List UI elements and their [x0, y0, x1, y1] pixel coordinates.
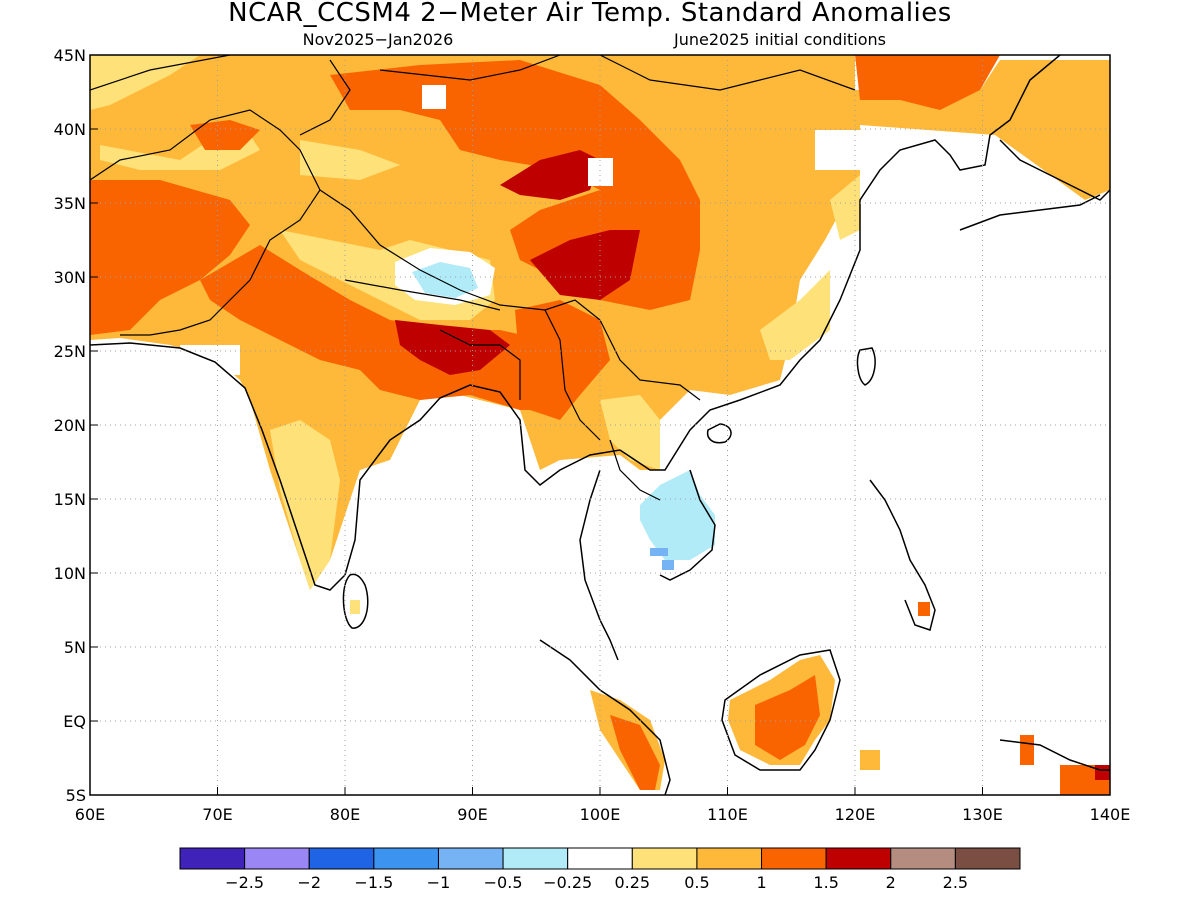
colorbar-label: −1.5: [354, 873, 393, 892]
lat-tick-label: 30N: [54, 268, 86, 287]
colorbar-label: 2: [886, 873, 896, 892]
lat-tick-label: 35N: [54, 194, 86, 213]
colorbar-swatch: [825, 847, 892, 870]
latitude-axis: 45N 40N 35N 30N 25N 20N 15N 10N 5N EQ 5S: [54, 46, 98, 805]
colorbar-swatch: [890, 847, 956, 870]
lat-tick-label: 5N: [64, 638, 86, 657]
colorbar-swatch: [567, 847, 633, 870]
lat-tick-label: 45N: [54, 46, 86, 65]
subtitle-initial-conditions: June2025 initial conditions: [673, 30, 886, 49]
lon-tick-label: 120E: [835, 805, 876, 824]
lat-tick-label: EQ: [63, 712, 86, 731]
colorbar-swatch: [308, 847, 375, 870]
colorbar-label: 1.5: [813, 873, 838, 892]
borders: [90, 55, 856, 501]
lon-tick-label: 90E: [457, 805, 487, 824]
lat-tick-label: 15N: [54, 490, 86, 509]
lat-tick-label: 20N: [54, 416, 86, 435]
lat-tick-label: 10N: [54, 564, 86, 583]
colorbar-swatch: [631, 847, 698, 870]
colorbar-label: −2.5: [225, 873, 264, 892]
gridlines: [90, 55, 1110, 795]
map-panel: [90, 55, 1110, 795]
longitude-axis: 60E 70E 80E 90E 100E 110E 120E 130E 140E: [75, 787, 1131, 824]
lon-tick-label: 70E: [202, 805, 232, 824]
subtitle-period: Nov2025−Jan2026: [303, 30, 454, 49]
colorbar-label: −2: [297, 873, 321, 892]
lon-tick-label: 140E: [1090, 805, 1131, 824]
colorbar-swatch: [954, 847, 1021, 870]
colorbar: −2.5 −2 −1.5 −1 −0.5 −0.25 0.25 0.5 1 1.5 2 2.5: [179, 847, 1021, 892]
lon-tick-label: 100E: [580, 805, 621, 824]
colorbar-swatch: [761, 847, 827, 870]
colorbar-swatch: [502, 847, 569, 870]
colorbar-label: 1: [756, 873, 766, 892]
lat-tick-label: 5S: [66, 786, 86, 805]
lat-tick-label: 25N: [54, 342, 86, 361]
colorbar-label: −0.25: [543, 873, 592, 892]
colorbar-swatch: [437, 847, 504, 870]
coastlines: [90, 55, 1110, 795]
lon-tick-label: 60E: [75, 805, 105, 824]
colorbar-swatch: [696, 847, 763, 870]
colorbar-label: 0.5: [684, 873, 709, 892]
colorbar-swatch: [244, 847, 310, 870]
map-title: NCAR_CCSM4 2−Meter Air Temp. Standard An…: [228, 0, 952, 28]
colorbar-label: 2.5: [943, 873, 968, 892]
lon-tick-label: 130E: [962, 805, 1003, 824]
lon-tick-label: 110E: [707, 805, 748, 824]
colorbar-label: −1: [427, 873, 451, 892]
lat-tick-label: 40N: [54, 120, 86, 139]
colorbar-label: 0.25: [614, 873, 650, 892]
colorbar-label: −0.5: [484, 873, 523, 892]
lon-tick-label: 80E: [330, 805, 360, 824]
colorbar-swatch: [179, 847, 246, 870]
colorbar-swatch: [373, 847, 439, 870]
